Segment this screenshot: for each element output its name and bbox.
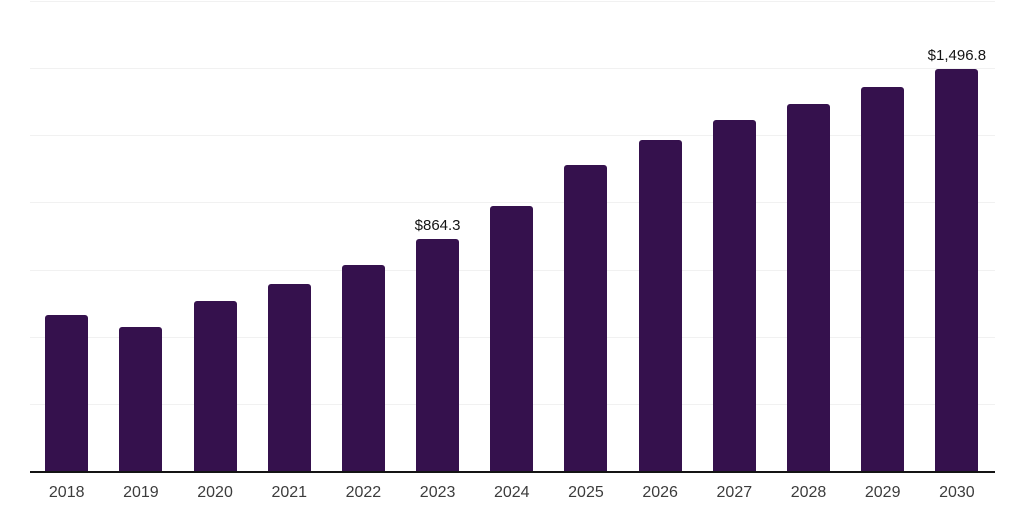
- bar-2019: [119, 327, 163, 471]
- x-axis-line: [30, 471, 995, 473]
- bar-2022: [341, 265, 385, 471]
- x-tick-label-2025: 2025: [568, 484, 604, 501]
- x-tick-label-2019: 2019: [123, 484, 159, 501]
- gridline-1500: [30, 68, 995, 70]
- gridline-1250: [30, 135, 995, 137]
- bar-2028: [787, 104, 830, 471]
- x-tick-label-2027: 2027: [716, 484, 753, 501]
- x-tick-label-2020: 2020: [197, 484, 233, 501]
- bar-2026: [638, 140, 682, 471]
- bar-2020: [193, 301, 237, 471]
- bar-2025: [564, 165, 608, 471]
- value-label-2030: $1,496.8: [927, 47, 987, 64]
- gridline-1750: [30, 1, 995, 2]
- bar-2018: [45, 315, 89, 471]
- bar-2023: [416, 238, 460, 471]
- x-tick-label-2022: 2022: [345, 484, 382, 501]
- bar-2024: [490, 206, 534, 471]
- x-tick-label-2023: 2023: [419, 484, 456, 501]
- x-tick-label-2024: 2024: [493, 484, 530, 501]
- value-label-2023: $864.3: [414, 216, 461, 234]
- bar-2030: [935, 69, 979, 471]
- x-tick-label-2028: 2028: [790, 484, 827, 501]
- bar-2029: [861, 86, 905, 471]
- x-tick-label-2029: 2029: [864, 484, 901, 501]
- x-tick-label-2021: 2021: [271, 484, 308, 501]
- x-tick-label-2030: 2030: [939, 484, 975, 501]
- x-tick-label-2018: 2018: [48, 484, 85, 501]
- x-tick-label-2026: 2026: [642, 484, 678, 501]
- bar-2027: [712, 120, 756, 471]
- gridline-1000: [30, 202, 995, 204]
- bar-2021: [267, 284, 311, 471]
